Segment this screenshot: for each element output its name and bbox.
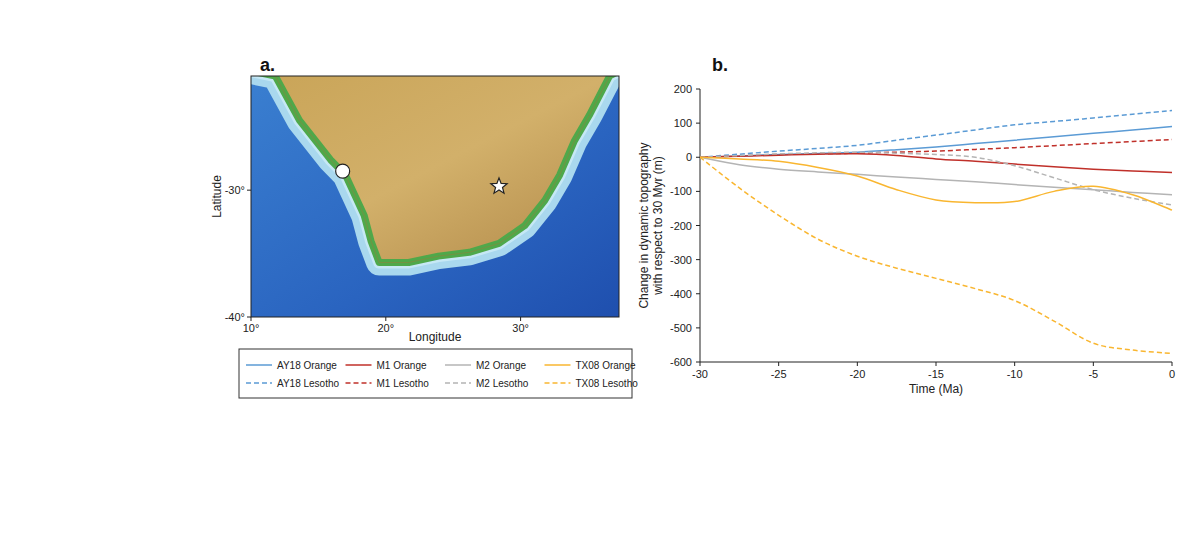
y-tick-label: 200: [674, 83, 692, 95]
x-tick-label: 10°: [243, 322, 260, 334]
lines: [700, 111, 1172, 354]
x-tick-label: -25: [771, 368, 787, 380]
legend-label: AY18 Orange: [277, 360, 337, 371]
x-tick-label: 0: [1169, 368, 1175, 380]
site-star: [491, 178, 507, 193]
y-tick-label: -500: [670, 322, 692, 334]
x-tick-label: 30°: [512, 322, 529, 334]
legend-swatch: [445, 382, 471, 384]
x-tick: [1093, 362, 1094, 366]
y-tick-label: -30°: [225, 184, 245, 196]
legend-swatch: [346, 382, 372, 384]
panel-label: b.: [712, 55, 728, 75]
legend-label: TX08 Lesotho: [576, 378, 639, 389]
x-tick-label: -15: [928, 368, 944, 380]
y-tick: [247, 317, 251, 318]
legend-label: M1 Orange: [377, 360, 427, 371]
y-tick-label: 0: [686, 151, 692, 163]
x-tick-label: -5: [1088, 368, 1098, 380]
x-tick: [385, 317, 386, 321]
legend-label: TX08 Orange: [576, 360, 636, 371]
y-tick: [696, 157, 700, 158]
y-axis-label: Latitude: [210, 175, 224, 218]
y-tick-label: -100: [670, 185, 692, 197]
x-tick: [778, 362, 779, 366]
y-tick-label: -400: [670, 288, 692, 300]
y-axis-label: with respect to 30 Myr (m): [651, 156, 665, 296]
y-tick: [696, 362, 700, 363]
x-axis-label: Time (Ma): [909, 382, 963, 396]
shelf: [251, 76, 619, 263]
panel-label: a.: [260, 55, 275, 75]
y-tick: [696, 293, 700, 294]
x-tick: [1014, 362, 1015, 366]
series-line: [700, 154, 1172, 173]
x-tick: [251, 317, 252, 321]
y-tick-label: 100: [674, 117, 692, 129]
legend-box: [239, 349, 632, 398]
site-circle: [336, 164, 350, 178]
y-axis: [700, 89, 701, 362]
y-tick: [696, 191, 700, 192]
legend-label: M2 Orange: [476, 360, 526, 371]
x-axis: [700, 362, 1172, 363]
series-line: [700, 157, 1172, 210]
x-tick: [1172, 362, 1173, 366]
series-line: [700, 157, 1172, 353]
legend-label: M1 Lesotho: [377, 378, 430, 389]
x-tick: [700, 362, 701, 366]
series-line: [700, 111, 1172, 158]
x-tick-label: -20: [849, 368, 865, 380]
map: [251, 76, 619, 317]
legend-swatch: [246, 364, 272, 366]
x-axis-label: Longitude: [409, 330, 462, 344]
y-tick: [696, 123, 700, 124]
y-tick: [247, 190, 251, 191]
map-frame: [251, 76, 619, 317]
legend-label: M2 Lesotho: [476, 378, 529, 389]
x-tick: [857, 362, 858, 366]
y-tick: [696, 89, 700, 90]
y-tick: [696, 259, 700, 260]
legend-swatch: [346, 364, 372, 366]
x-tick-label: -10: [1007, 368, 1023, 380]
x-tick-label: -30: [692, 368, 708, 380]
y-axis-label: Change in dynamic topography: [637, 142, 651, 308]
series-line: [700, 127, 1172, 158]
series-line: [700, 157, 1172, 195]
figure: a. 10° 20° 30° -30° -40° Longitude Latitude b. -6…: [0, 0, 1195, 548]
x-tick: [520, 317, 521, 321]
shelf: [251, 76, 619, 263]
y-tick-label: -40°: [225, 311, 245, 323]
y-tick-label: -200: [670, 220, 692, 232]
legend-swatch: [445, 364, 471, 366]
legend-swatch: [545, 364, 571, 366]
x-tick: [936, 362, 937, 366]
legend-swatch: [246, 382, 272, 384]
y-tick-label: -300: [670, 254, 692, 266]
x-tick-label: 20°: [377, 322, 394, 334]
legend-swatch: [545, 382, 571, 384]
coastline: [251, 76, 619, 263]
land: [251, 76, 619, 263]
y-tick: [696, 327, 700, 328]
legend-label: AY18 Lesotho: [277, 378, 340, 389]
y-tick: [696, 225, 700, 226]
y-tick-label: -600: [670, 356, 692, 368]
